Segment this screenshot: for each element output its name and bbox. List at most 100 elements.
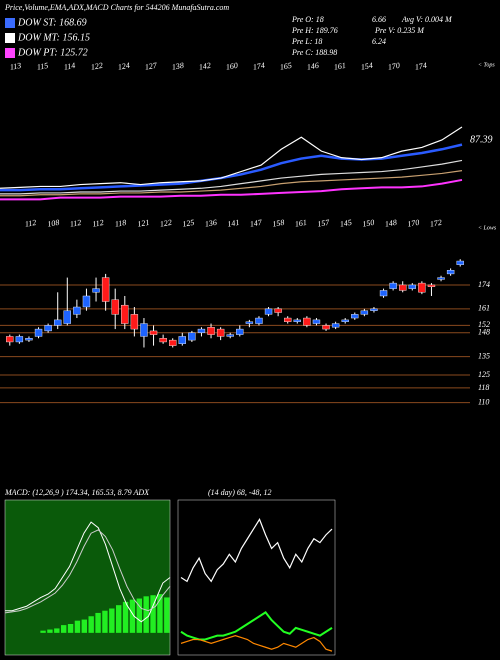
candle-body (188, 332, 196, 341)
histogram-bar (74, 620, 81, 633)
low-label: 141 (227, 218, 240, 229)
histogram-bar (150, 595, 156, 633)
histogram-bar (122, 601, 129, 633)
series-line (180, 611, 333, 641)
candle-body (130, 314, 139, 330)
candle-body (437, 277, 445, 280)
low-label: 158 (272, 218, 285, 229)
top-label: 160 (225, 61, 238, 72)
top-label: 127 (144, 61, 158, 72)
histogram-bar (81, 619, 87, 633)
candle-body (293, 319, 301, 322)
candle-body (389, 282, 397, 289)
histogram-bar (102, 610, 108, 633)
top-label: 174 (414, 61, 427, 72)
candle-body (178, 336, 186, 344)
candle-body (140, 323, 148, 337)
candle-body (101, 277, 110, 302)
candle-body (34, 328, 43, 337)
tops-label: < Tops (478, 62, 495, 68)
info-text: Pre L: 18 (291, 37, 322, 46)
histogram-bar (61, 625, 67, 633)
lows-label: < Lows (478, 225, 497, 231)
y-tick-label: 152 (478, 320, 490, 329)
candle-body (44, 325, 52, 332)
low-label: 122 (159, 218, 172, 229)
candle-body (226, 334, 234, 337)
series-line (0, 126, 463, 189)
candle-body (360, 310, 369, 315)
top-label: 138 (171, 61, 184, 72)
histogram-bar (47, 629, 53, 633)
series-line (0, 159, 463, 195)
histogram-bar (164, 597, 170, 633)
series-line (180, 634, 333, 652)
top-label: 113 (9, 61, 22, 72)
top-label: 114 (63, 61, 76, 72)
low-label: 121 (137, 218, 150, 229)
candle-body (264, 308, 273, 315)
y-tick-label: 148 (478, 328, 490, 337)
info-text: Pre O: 18 (291, 15, 324, 24)
series-line (0, 178, 463, 201)
y-tick-label: 125 (478, 370, 490, 379)
candle-body (331, 323, 340, 328)
candle-body (121, 304, 129, 324)
panel-title: MACD: (12,26,9 ) 174.34, 165.53, 8.79 AD… (4, 488, 150, 497)
top-label: 115 (36, 61, 49, 72)
low-label: 112 (24, 218, 37, 229)
candle-body (82, 295, 91, 308)
info-text: Avg V: 0.004 M (401, 15, 453, 24)
candle-body (92, 288, 100, 293)
candle-body (6, 336, 14, 343)
top-label: 154 (360, 61, 373, 72)
top-label: 170 (387, 61, 400, 72)
y-tick-label: 161 (478, 304, 490, 313)
candle-body (312, 319, 321, 324)
candle-body (207, 327, 215, 335)
legend-label: DOW MT: 156.15 (17, 32, 90, 43)
histogram-bar (67, 624, 74, 633)
low-label: 170 (407, 218, 420, 229)
low-label: 161 (294, 218, 307, 229)
low-label: 118 (114, 218, 127, 229)
candle-body (159, 338, 167, 343)
histogram-bar (136, 598, 142, 633)
legend-label: DOW PT: 125.72 (17, 47, 88, 58)
low-label: 112 (92, 218, 105, 229)
panel-title: (14 day) 68, -48, 12 (208, 488, 272, 497)
top-label: 122 (90, 61, 103, 72)
candle-body (73, 306, 81, 315)
series-line (4, 529, 171, 614)
y-tick-label: 174 (478, 280, 490, 289)
legend-label: DOW ST: 168.69 (17, 17, 87, 28)
y-tick-label: 135 (478, 351, 490, 360)
candle-body (322, 325, 330, 330)
histogram-bar (95, 612, 101, 633)
low-label: 157 (317, 218, 331, 229)
candle-body (25, 338, 33, 341)
top-label: 165 (279, 61, 292, 72)
annotation: 87.39 (470, 134, 493, 145)
candle-body (15, 336, 24, 343)
info-text: Pre H: 189.76 (291, 26, 338, 35)
histogram-bar (40, 630, 46, 633)
legend-swatch (5, 48, 15, 58)
low-label: 150 (362, 218, 375, 229)
candle-body (408, 284, 416, 289)
candle-body (351, 314, 359, 319)
candle-body (379, 290, 388, 297)
low-label: 172 (429, 218, 442, 229)
histogram-bar (116, 605, 122, 633)
candle-body (274, 308, 282, 313)
low-label: 147 (249, 218, 263, 229)
candle-body (456, 260, 464, 265)
candle-body (427, 284, 436, 287)
candle-body (284, 317, 292, 322)
info-text: Pre V: 0.235 M (374, 26, 425, 35)
top-label: 146 (306, 61, 319, 72)
candle-body (418, 282, 426, 293)
series-line (0, 170, 463, 197)
panel-bg (177, 499, 336, 656)
